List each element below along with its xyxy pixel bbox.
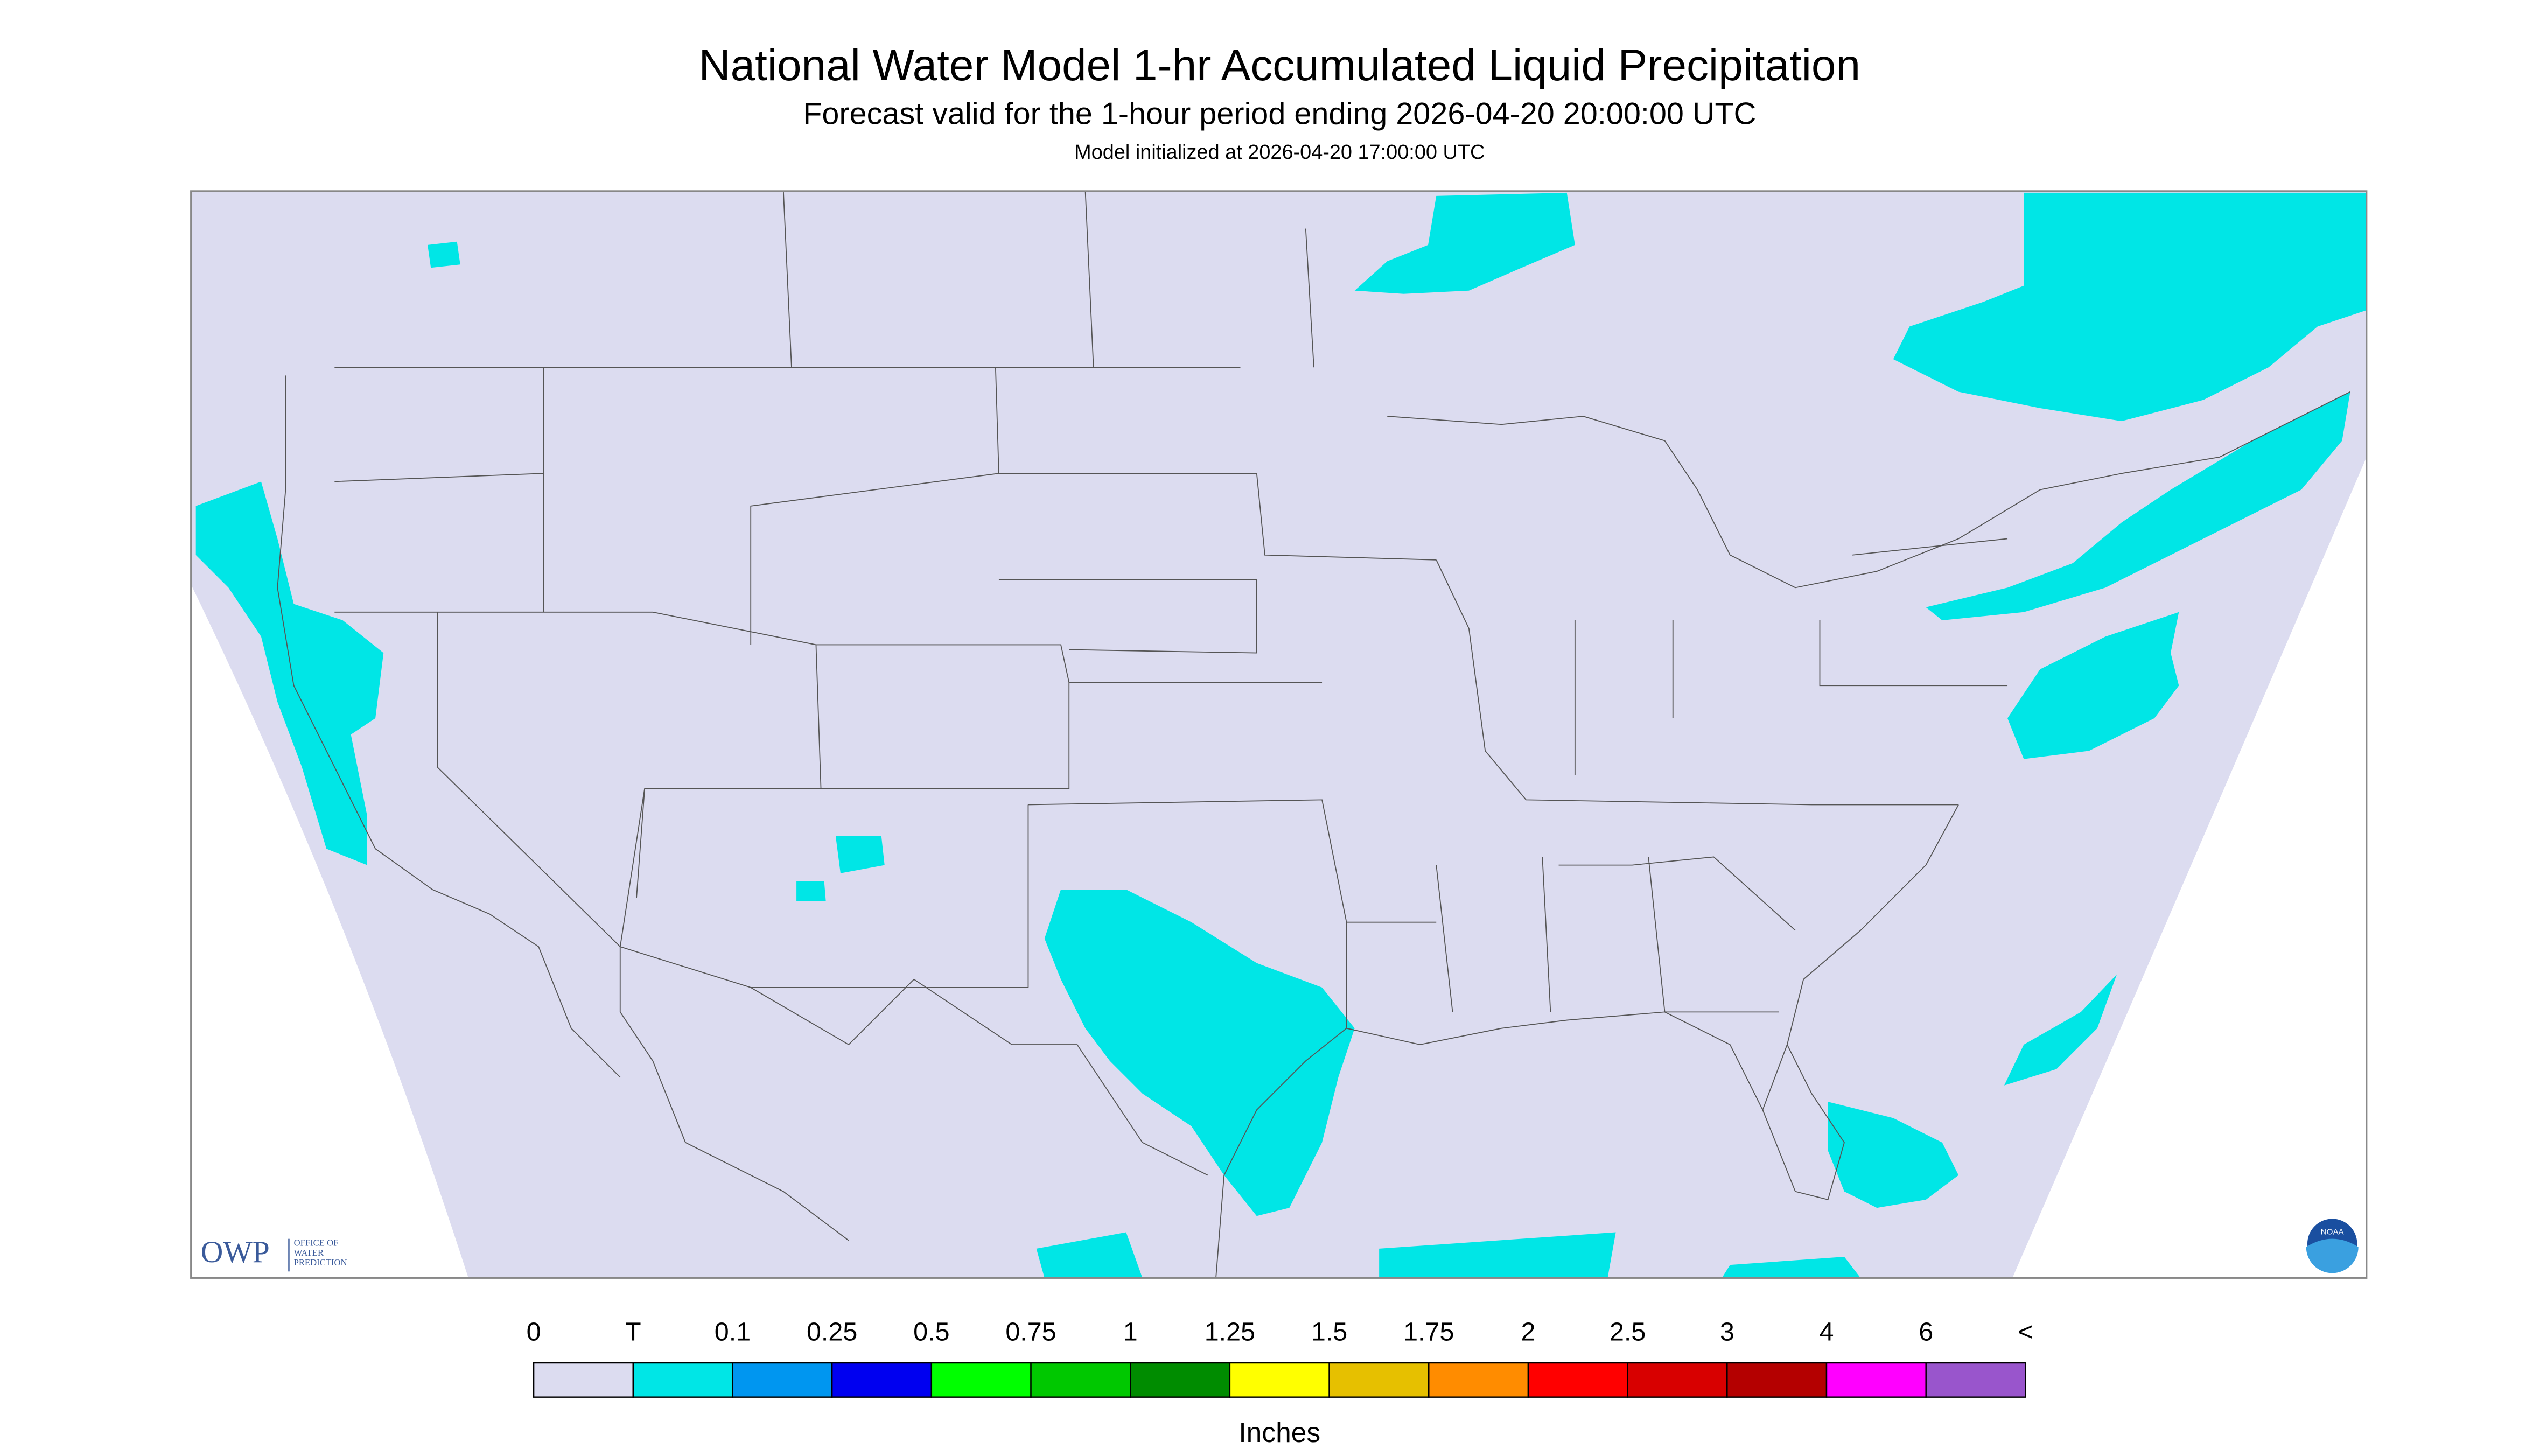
owp-logo-text: OWP (201, 1235, 270, 1269)
legend-swatch (1925, 1362, 2026, 1398)
precipitation-areas (195, 192, 2367, 1278)
legend-label: 2 (1521, 1317, 1535, 1346)
legend-swatch (533, 1362, 634, 1398)
map-panel (190, 190, 2368, 1279)
boundaries (277, 191, 2350, 1278)
projection-edge-right (2012, 457, 2367, 1278)
legend-label: 3 (1720, 1317, 1734, 1346)
legend-label: T (625, 1317, 641, 1346)
owp-logo-line: PREDICTION (294, 1257, 347, 1268)
legend-swatch (1825, 1362, 1927, 1398)
legend-units: Inches (1238, 1417, 1320, 1448)
noaa-wave (2306, 1238, 2359, 1273)
legend-label: 1.25 (1205, 1317, 1255, 1346)
legend-swatch (930, 1362, 1032, 1398)
legend-label: 2.5 (1610, 1317, 1646, 1346)
projection-edge-left (191, 584, 468, 1278)
legend-label: < (2018, 1317, 2033, 1346)
legend-swatch (1130, 1362, 1231, 1398)
legend-label: 6 (1919, 1317, 1933, 1346)
owp-logo: OWP OFFICE OF WATER PREDICTION (201, 1235, 347, 1272)
legend-swatch (632, 1362, 733, 1398)
legend-label: 0.25 (807, 1317, 857, 1346)
owp-logo-line: WATER (294, 1248, 324, 1258)
init-time: Model initialized at 2026-04-20 17:00:00… (1074, 141, 1485, 164)
legend-label: 1.5 (1311, 1317, 1347, 1346)
owp-logo-line: OFFICE OF (294, 1238, 339, 1248)
noaa-text: NOAA (2321, 1228, 2345, 1237)
title: National Water Model 1-hr Accumulated Li… (699, 41, 1860, 90)
legend-label: 0 (527, 1317, 541, 1346)
legend-swatch (1428, 1362, 1529, 1398)
legend-swatch (831, 1362, 933, 1398)
legend-label: 1 (1123, 1317, 1138, 1346)
legend-swatch (1030, 1362, 1131, 1398)
legend-swatch (1627, 1362, 1728, 1398)
legend-swatch (1527, 1362, 1628, 1398)
legend-label: 0.75 (1005, 1317, 1056, 1346)
legend-swatch (1726, 1362, 1828, 1398)
legend-label: 0.1 (715, 1317, 751, 1346)
map-frame (190, 190, 2368, 1279)
legend-swatch (1328, 1362, 1430, 1398)
legend-label: 1.75 (1403, 1317, 1454, 1346)
subtitle: Forecast valid for the 1-hour period end… (803, 97, 1756, 131)
legend-label: 0.5 (913, 1317, 949, 1346)
legend: Inches 0 T 0.1 0.25 0.5 0.75 1 1.25 1.5 1.75 2 2.5 3… (527, 1317, 2033, 1448)
legend-swatch (1229, 1362, 1330, 1398)
legend-swatch (732, 1362, 833, 1398)
legend-label: 4 (1820, 1317, 1834, 1346)
noaa-logo: NOAA (2305, 1216, 2360, 1273)
